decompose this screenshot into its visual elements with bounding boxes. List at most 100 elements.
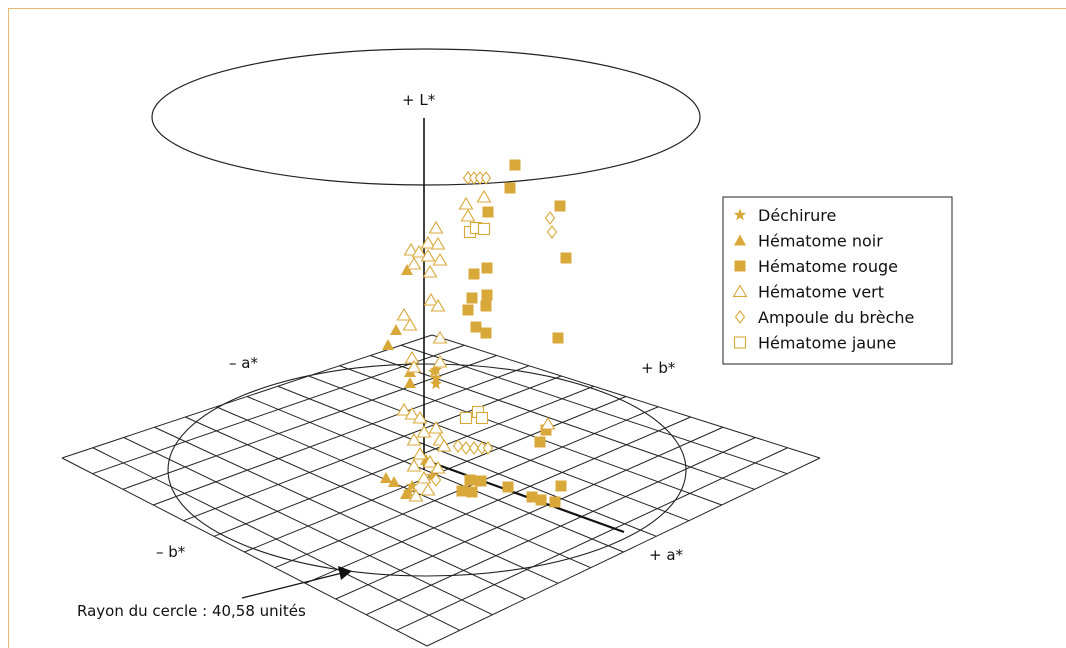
data-point [420,482,436,496]
data-markers [380,159,572,508]
data-point [452,439,464,453]
data-point [476,189,492,203]
data-point [460,441,472,455]
legend-label: Hématome rouge [758,257,898,276]
data-point [416,424,432,438]
data-point [502,481,514,493]
data-point [468,268,480,280]
data-point [429,377,443,390]
data-point [544,211,556,225]
data-point [388,476,400,487]
data-point [402,317,418,331]
data-point [429,371,443,384]
data-point [509,159,521,171]
data-point [430,236,446,250]
data-point [482,441,494,455]
data-point [540,416,556,430]
data-point [546,225,558,239]
data-point [420,248,436,262]
data-point [470,321,482,333]
b-minus-label: – b* [156,543,186,561]
data-point [428,220,444,234]
data-point [504,182,516,194]
data-point [396,307,412,321]
legend-label: Ampoule du brèche [758,308,914,327]
data-point [482,206,494,218]
legend-box [722,196,953,365]
data-point [405,479,419,492]
data-point [480,171,492,185]
data-point [404,377,416,388]
figure-frame [8,8,1066,648]
data-point [481,289,493,301]
floor-circle [167,363,687,577]
data-point [396,402,412,416]
data-point [406,432,422,446]
data-point [412,410,428,424]
grid-line [370,355,755,490]
radius-arrow-head [338,566,352,580]
data-point [400,488,412,499]
data-point [406,458,422,472]
grid-line [401,344,788,475]
b-plus-label: + b* [641,359,676,377]
data-point [432,354,448,368]
data-point [423,292,439,306]
diamond-open-icon [734,310,746,324]
data-point [429,363,443,376]
data-point [464,474,476,486]
data-point [422,454,438,468]
data-point [404,350,420,364]
square-filled-icon [734,260,746,272]
data-point [416,470,432,484]
data-point [552,332,564,344]
data-point [458,196,474,210]
grid-line [396,447,788,631]
data-point [406,359,422,373]
top-ellipse [151,48,701,186]
data-point [475,475,487,487]
data-point [412,446,428,460]
legend: Déchirure Hématome noir Hématome rouge Héma… [722,196,953,365]
data-point [480,300,492,312]
data-point [430,298,446,312]
data-point [480,327,492,339]
legend-label: Hématome jaune [758,334,896,353]
data-point [422,264,438,278]
data-point [436,438,452,452]
data-point [382,339,394,350]
triangle-filled-icon [734,234,746,246]
data-point [534,436,546,448]
triangle-open-icon [732,284,748,298]
data-point [466,292,478,304]
data-point [555,480,567,492]
legend-label: Hématome noir [758,232,883,251]
data-point [468,441,480,455]
data-point [475,411,489,425]
data-point [554,200,566,212]
data-point [380,472,392,483]
data-point [432,252,448,266]
data-point [540,424,552,436]
data-point [390,324,402,335]
grid-line [335,426,724,600]
legend-label: Déchirure [758,206,836,225]
radius-annotation: Rayon du cercle : 40,58 unités [77,602,306,620]
data-point [408,488,424,502]
data-point [456,485,468,497]
data-point [560,252,572,264]
radius-arrow-line [241,572,343,599]
data-point [430,473,442,487]
data-point [430,460,446,474]
legend-label: Hématome vert [758,283,884,302]
data-point [477,222,491,236]
a-minus-label: – a* [229,354,258,372]
grid-line [365,437,756,616]
data-point [481,262,493,274]
data-point [535,494,547,506]
data-point [428,420,444,434]
data-point [403,242,419,256]
grid-line [308,375,690,522]
data-point [549,496,561,508]
